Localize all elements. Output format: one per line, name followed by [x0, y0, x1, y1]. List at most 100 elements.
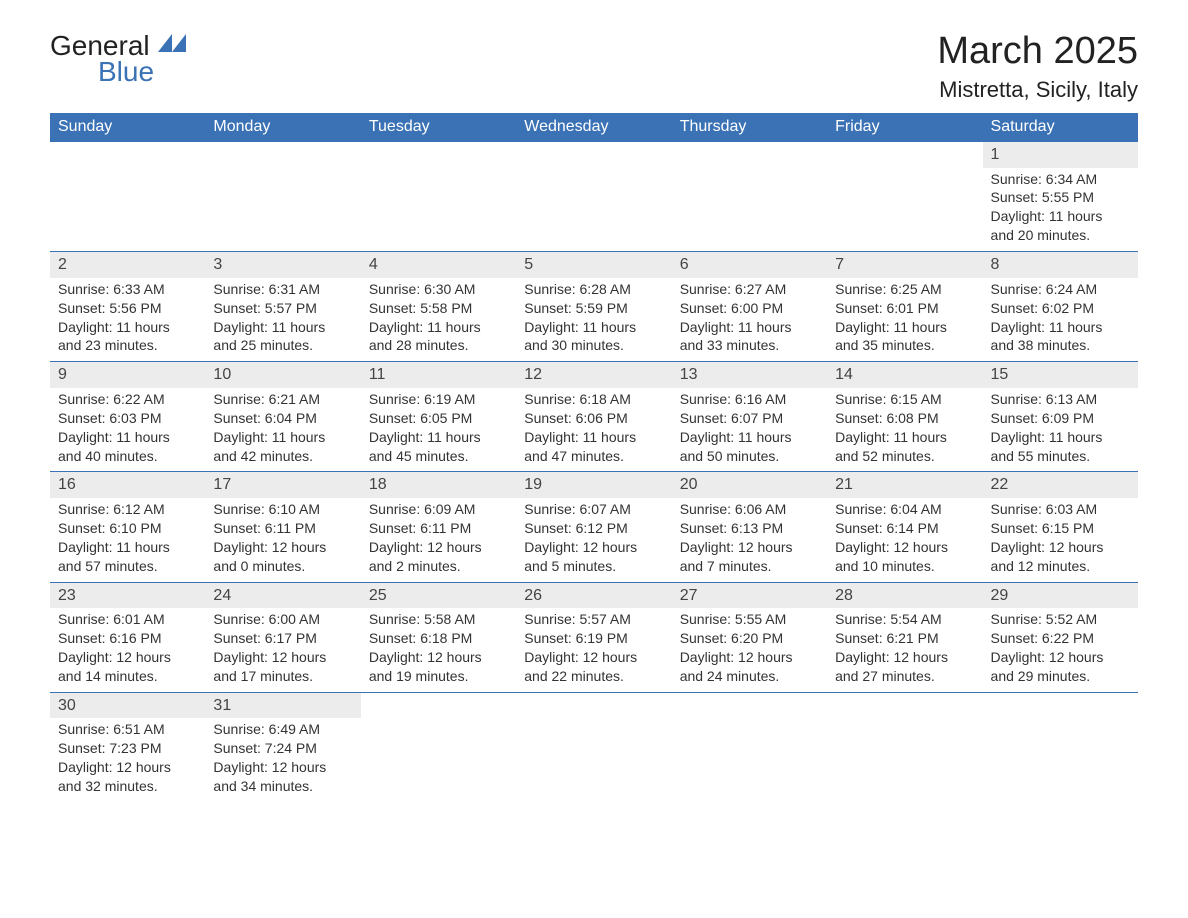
sunset-text: Sunset: 6:06 PM: [524, 409, 663, 428]
daylight2-text: and 2 minutes.: [369, 557, 508, 576]
day-detail-cell: Sunrise: 6:13 AMSunset: 6:09 PMDaylight:…: [983, 388, 1138, 472]
daylight2-text: and 14 minutes.: [58, 667, 197, 686]
day-detail-cell: Sunrise: 6:33 AMSunset: 5:56 PMDaylight:…: [50, 278, 205, 362]
sunrise-text: Sunrise: 6:18 AM: [524, 390, 663, 409]
daylight2-text: and 29 minutes.: [991, 667, 1130, 686]
day-number-cell: [827, 692, 982, 718]
weekday-header: Wednesday: [516, 113, 671, 142]
daylight1-text: Daylight: 12 hours: [524, 648, 663, 667]
sunset-text: Sunset: 5:58 PM: [369, 299, 508, 318]
day-detail-cell: [672, 718, 827, 802]
daylight2-text: and 28 minutes.: [369, 336, 508, 355]
daylight1-text: Daylight: 12 hours: [369, 538, 508, 557]
weekday-header-row: Sunday Monday Tuesday Wednesday Thursday…: [50, 113, 1138, 142]
day-number-cell: [516, 142, 671, 168]
page-title: March 2025: [937, 30, 1138, 73]
daynum-row: 2345678: [50, 252, 1138, 278]
sunrise-text: Sunrise: 5:57 AM: [524, 610, 663, 629]
sunset-text: Sunset: 6:05 PM: [369, 409, 508, 428]
title-block: March 2025 Mistretta, Sicily, Italy: [937, 30, 1138, 103]
sunset-text: Sunset: 6:14 PM: [835, 519, 974, 538]
day-number-cell: 25: [361, 582, 516, 608]
sunrise-text: Sunrise: 6:00 AM: [213, 610, 352, 629]
sunset-text: Sunset: 6:11 PM: [213, 519, 352, 538]
day-detail-cell: Sunrise: 6:51 AMSunset: 7:23 PMDaylight:…: [50, 718, 205, 802]
sunset-text: Sunset: 6:10 PM: [58, 519, 197, 538]
sunset-text: Sunset: 6:04 PM: [213, 409, 352, 428]
daylight1-text: Daylight: 11 hours: [835, 318, 974, 337]
day-number-cell: 14: [827, 362, 982, 388]
daylight1-text: Daylight: 11 hours: [58, 538, 197, 557]
day-detail-cell: [205, 168, 360, 252]
daylight2-text: and 17 minutes.: [213, 667, 352, 686]
weekday-header: Tuesday: [361, 113, 516, 142]
day-detail-cell: Sunrise: 6:34 AMSunset: 5:55 PMDaylight:…: [983, 168, 1138, 252]
daylight2-text: and 50 minutes.: [680, 447, 819, 466]
day-number-cell: 24: [205, 582, 360, 608]
day-number-cell: 29: [983, 582, 1138, 608]
sunrise-text: Sunrise: 6:24 AM: [991, 280, 1130, 299]
sunset-text: Sunset: 6:01 PM: [835, 299, 974, 318]
logo: General Blue: [50, 30, 186, 88]
day-detail-cell: Sunrise: 6:28 AMSunset: 5:59 PMDaylight:…: [516, 278, 671, 362]
sunrise-text: Sunrise: 6:19 AM: [369, 390, 508, 409]
sunrise-text: Sunrise: 5:55 AM: [680, 610, 819, 629]
daylight2-text: and 24 minutes.: [680, 667, 819, 686]
day-number-cell: [205, 142, 360, 168]
day-detail-cell: [827, 168, 982, 252]
calendar-table: Sunday Monday Tuesday Wednesday Thursday…: [50, 113, 1138, 802]
sunset-text: Sunset: 6:15 PM: [991, 519, 1130, 538]
sunrise-text: Sunrise: 6:22 AM: [58, 390, 197, 409]
sunrise-text: Sunrise: 6:15 AM: [835, 390, 974, 409]
daylight2-text: and 22 minutes.: [524, 667, 663, 686]
day-number-cell: 4: [361, 252, 516, 278]
day-detail-cell: Sunrise: 6:07 AMSunset: 6:12 PMDaylight:…: [516, 498, 671, 582]
daylight2-text: and 30 minutes.: [524, 336, 663, 355]
daylight1-text: Daylight: 12 hours: [213, 758, 352, 777]
day-number-cell: 8: [983, 252, 1138, 278]
daylight2-text: and 32 minutes.: [58, 777, 197, 796]
daylight2-text: and 38 minutes.: [991, 336, 1130, 355]
day-number-cell: 31: [205, 692, 360, 718]
day-number-cell: 30: [50, 692, 205, 718]
detail-row: Sunrise: 6:22 AMSunset: 6:03 PMDaylight:…: [50, 388, 1138, 472]
weekday-header: Saturday: [983, 113, 1138, 142]
day-number-cell: 6: [672, 252, 827, 278]
day-detail-cell: Sunrise: 5:54 AMSunset: 6:21 PMDaylight:…: [827, 608, 982, 692]
day-number-cell: 12: [516, 362, 671, 388]
day-detail-cell: Sunrise: 6:22 AMSunset: 6:03 PMDaylight:…: [50, 388, 205, 472]
daylight2-text: and 12 minutes.: [991, 557, 1130, 576]
day-number-cell: 20: [672, 472, 827, 498]
day-detail-cell: Sunrise: 6:10 AMSunset: 6:11 PMDaylight:…: [205, 498, 360, 582]
daylight1-text: Daylight: 12 hours: [680, 648, 819, 667]
daylight2-text: and 27 minutes.: [835, 667, 974, 686]
day-detail-cell: Sunrise: 6:25 AMSunset: 6:01 PMDaylight:…: [827, 278, 982, 362]
sunset-text: Sunset: 6:03 PM: [58, 409, 197, 428]
detail-row: Sunrise: 6:01 AMSunset: 6:16 PMDaylight:…: [50, 608, 1138, 692]
sunrise-text: Sunrise: 6:27 AM: [680, 280, 819, 299]
sunrise-text: Sunrise: 6:13 AM: [991, 390, 1130, 409]
sunset-text: Sunset: 5:57 PM: [213, 299, 352, 318]
day-number-cell: 7: [827, 252, 982, 278]
day-detail-cell: Sunrise: 6:16 AMSunset: 6:07 PMDaylight:…: [672, 388, 827, 472]
day-detail-cell: Sunrise: 6:19 AMSunset: 6:05 PMDaylight:…: [361, 388, 516, 472]
day-number-cell: 17: [205, 472, 360, 498]
day-detail-cell: Sunrise: 5:52 AMSunset: 6:22 PMDaylight:…: [983, 608, 1138, 692]
sunset-text: Sunset: 6:17 PM: [213, 629, 352, 648]
sunrise-text: Sunrise: 6:51 AM: [58, 720, 197, 739]
day-number-cell: 22: [983, 472, 1138, 498]
day-number-cell: [516, 692, 671, 718]
daylight2-text: and 40 minutes.: [58, 447, 197, 466]
daylight2-text: and 45 minutes.: [369, 447, 508, 466]
day-detail-cell: [361, 718, 516, 802]
sunset-text: Sunset: 5:56 PM: [58, 299, 197, 318]
day-detail-cell: Sunrise: 6:06 AMSunset: 6:13 PMDaylight:…: [672, 498, 827, 582]
day-number-cell: 19: [516, 472, 671, 498]
header: General Blue March 2025 Mistretta, Sicil…: [50, 30, 1138, 103]
sunrise-text: Sunrise: 6:06 AM: [680, 500, 819, 519]
sunset-text: Sunset: 6:13 PM: [680, 519, 819, 538]
day-detail-cell: Sunrise: 6:15 AMSunset: 6:08 PMDaylight:…: [827, 388, 982, 472]
day-detail-cell: Sunrise: 6:21 AMSunset: 6:04 PMDaylight:…: [205, 388, 360, 472]
day-detail-cell: Sunrise: 6:18 AMSunset: 6:06 PMDaylight:…: [516, 388, 671, 472]
sunrise-text: Sunrise: 6:30 AM: [369, 280, 508, 299]
